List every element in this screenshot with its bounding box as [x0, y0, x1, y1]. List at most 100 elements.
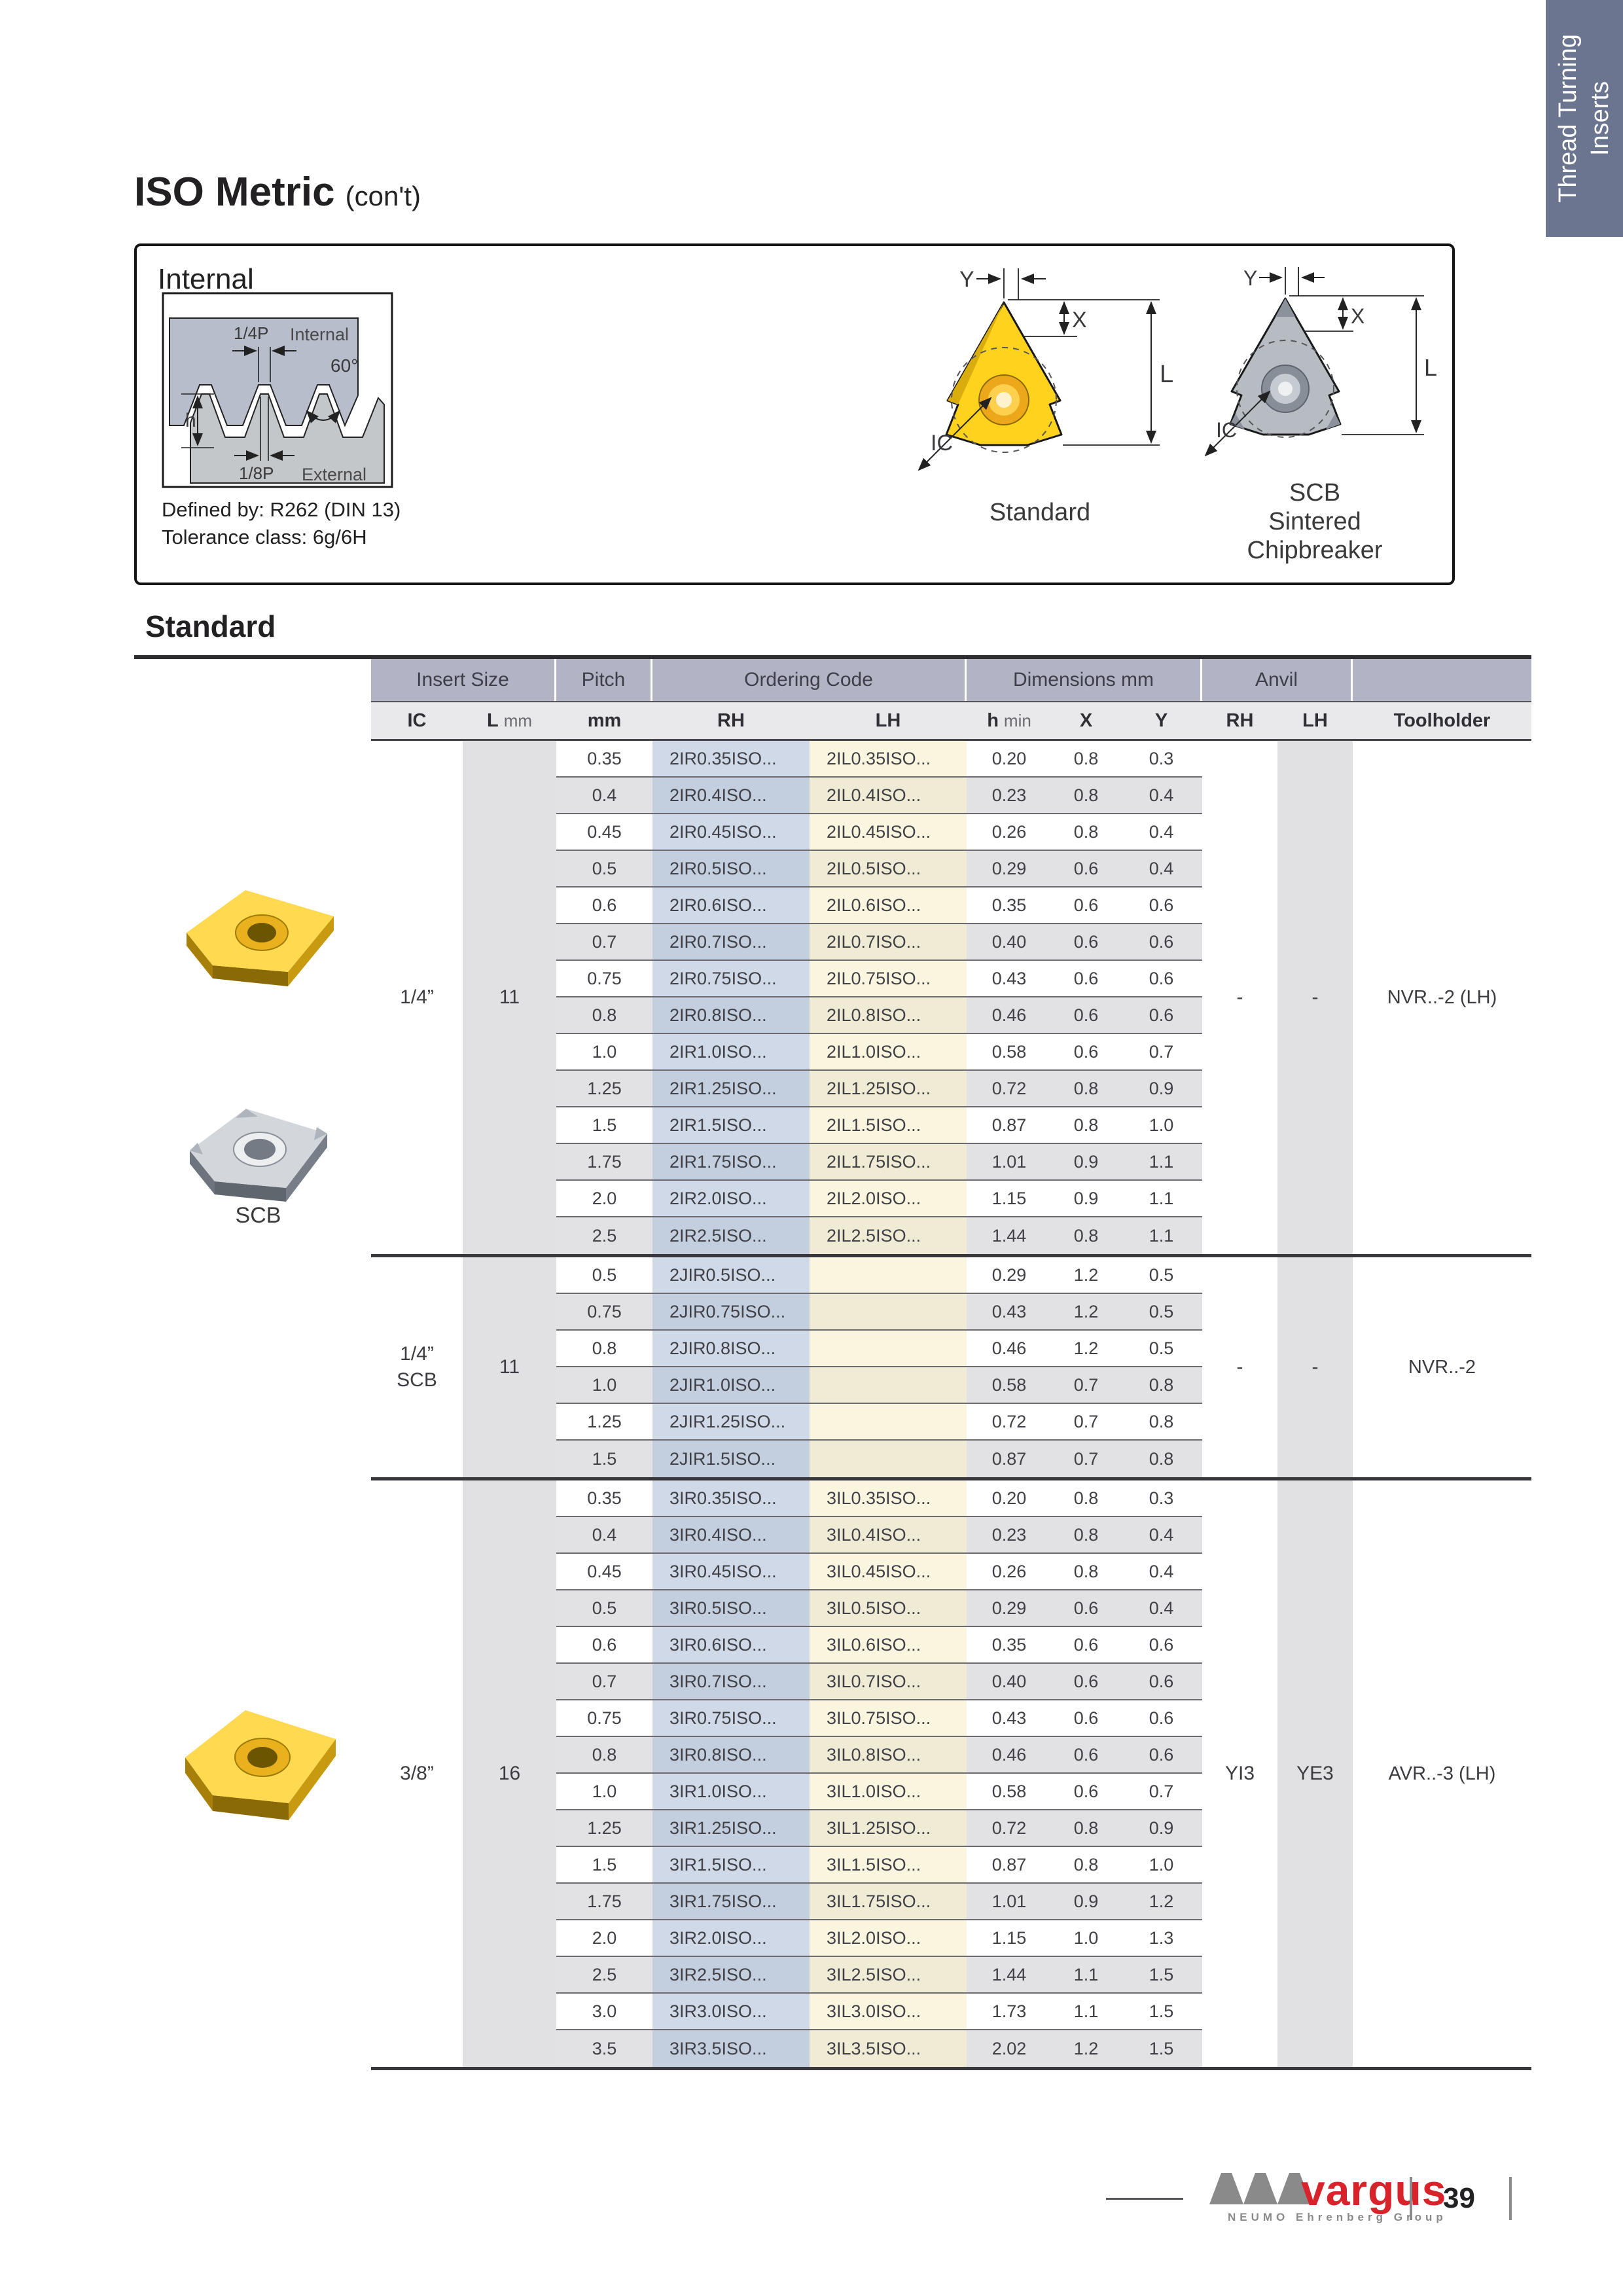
h-min-cell: 0.20	[991, 1488, 1027, 1508]
section-heading: Standard	[145, 609, 276, 643]
x-cell: 1.1	[1073, 2001, 1099, 2021]
subheader-l: L	[486, 709, 499, 731]
pitch-cell: 0.4	[556, 1517, 652, 1552]
h-min-cell: 0.23	[967, 1517, 1052, 1552]
insert-photo-standard-quarter-inch	[187, 890, 334, 986]
subheader-anvil-rh: RH	[1226, 709, 1254, 731]
anvil-lh-cell: -	[1277, 741, 1353, 1254]
h-min-cell: 0.29	[967, 1590, 1052, 1626]
ordering-code-lh-cell: 3IL3.5ISO...	[810, 2030, 967, 2067]
h-min-cell: 0.29	[967, 851, 1052, 886]
scb-drawing-caption-line3: Chipbreaker	[1247, 537, 1383, 564]
table-row: 0.5 2IR0.5ISO... 2IL0.5ISO... 0.29 0.6 0.4	[556, 851, 1202, 888]
x-cell: 1.2	[1073, 1338, 1099, 1358]
x-cell: 0.9	[1052, 1884, 1120, 1919]
scb-photo-caption: SCB	[235, 1203, 281, 1228]
ordering-code-lh-cell: 3IL1.5ISO...	[810, 1847, 967, 1882]
h-min-cell: 0.87	[991, 1854, 1027, 1874]
ordering-code-lh-cell: 3IL0.35ISO...	[810, 1480, 967, 1516]
insert-size-l-cell: 11	[463, 1257, 556, 1477]
pitch-cell: 0.5	[592, 1265, 617, 1285]
subheader-y: Y	[1154, 709, 1168, 731]
pitch-cell: 1.5	[556, 1441, 652, 1477]
subheader-pitch-mm: mm	[587, 709, 622, 731]
h-min-cell: 1.73	[991, 2001, 1027, 2021]
y-cell: 1.0	[1149, 1854, 1174, 1874]
x-cell: 0.6	[1073, 1634, 1099, 1655]
ordering-code-rh-cell: 2IR0.4ISO...	[652, 778, 810, 813]
ordering-code-lh-cell: 3IL0.4ISO...	[810, 1517, 967, 1552]
insert-size-ic-cell: 1/4”	[371, 741, 463, 1254]
x-cell: 0.8	[1052, 1217, 1120, 1254]
ordering-code-rh-cell: 3IR3.0ISO...	[652, 1994, 810, 2029]
thread-profile-diagram: 1/4P Internal 60° h 1/8P External	[162, 292, 393, 488]
h-min-cell: 0.46	[967, 997, 1052, 1033]
table-row: 0.35 3IR0.35ISO... 3IL0.35ISO... 0.20 0.8 0.3	[556, 1480, 1202, 1517]
ordering-code-rh-cell: 3IR1.25ISO...	[652, 1810, 810, 1846]
y-cell: 0.8	[1149, 1411, 1174, 1431]
h-min-cell: 0.72	[967, 1810, 1052, 1846]
h-min-cell: 0.87	[967, 1441, 1052, 1477]
x-dim-label: X	[1072, 308, 1087, 332]
table-row: 0.6 2IR0.6ISO... 2IL0.6ISO... 0.35 0.6 0.6	[556, 888, 1202, 924]
table-row: 0.8 2IR0.8ISO... 2IL0.8ISO... 0.46 0.6 0.6	[556, 997, 1202, 1034]
ordering-code-rh-cell: 3IR1.75ISO...	[652, 1884, 810, 1919]
h-min-cell: 0.72	[991, 1411, 1027, 1431]
table-row: 0.5 2JIR0.5ISO... 0.29 1.2 0.5	[556, 1257, 1202, 1294]
h-min-cell: 1.15	[991, 1928, 1027, 1948]
insert-size-ic-subvalue: SCB	[397, 1369, 437, 1391]
anvil-rh-cell: -	[1202, 1257, 1277, 1477]
pitch-cell: 1.25	[587, 1411, 622, 1431]
ordering-code-lh-cell	[810, 1404, 967, 1439]
pitch-cell: 1.75	[556, 1144, 652, 1179]
ordering-code-rh-cell: 2IR0.6ISO...	[652, 888, 810, 923]
y-cell: 0.6	[1120, 1737, 1202, 1772]
h-min-cell: 0.58	[967, 1367, 1052, 1403]
header-blank	[1353, 659, 1531, 701]
y-cell: 0.6	[1120, 1664, 1202, 1699]
y-cell: 1.1	[1120, 1144, 1202, 1179]
pitch-cell: 0.7	[556, 1664, 652, 1699]
table-row: 1.25 2JIR1.25ISO... 0.72 0.7 0.8	[556, 1404, 1202, 1441]
y-cell: 0.6	[1120, 997, 1202, 1033]
insert-photo-scb	[190, 1109, 327, 1202]
ordering-code-lh-cell: 2IL1.75ISO...	[810, 1144, 967, 1179]
x-cell: 0.6	[1052, 851, 1120, 886]
x-cell: 0.6	[1052, 1737, 1120, 1772]
y-cell: 0.3	[1149, 748, 1174, 768]
eighth-p-label: 1/8P	[239, 463, 274, 483]
anvil-lh-cell: -	[1277, 1257, 1353, 1477]
ordering-code-lh-cell: 2IL0.4ISO...	[810, 778, 967, 813]
ordering-code-rh-cell: 2IR2.5ISO...	[652, 1217, 810, 1254]
table-row: 1.25 2IR1.25ISO... 2IL1.25ISO... 0.72 0.8 0.9	[556, 1071, 1202, 1107]
x-cell: 0.6	[1073, 895, 1099, 915]
ordering-code-lh-cell: 3IL1.0ISO...	[810, 1774, 967, 1809]
ordering-code-rh-cell: 3IR2.5ISO...	[652, 1957, 810, 1992]
ordering-code-rh-cell: 2IR1.75ISO...	[652, 1144, 810, 1179]
group-rows: 0.35 2IR0.35ISO... 2IL0.35ISO... 0.20 0.8 0.3…	[556, 741, 1202, 1254]
ordering-code-rh-cell: 2JIR0.75ISO...	[652, 1294, 810, 1329]
table-row: 1.25 3IR1.25ISO... 3IL1.25ISO... 0.72 0.8 0.9	[556, 1810, 1202, 1847]
h-min-cell: 0.26	[991, 821, 1027, 842]
table-row: 0.35 2IR0.35ISO... 2IL0.35ISO... 0.20 0.8 0.3	[556, 741, 1202, 778]
x-cell: 0.7	[1052, 1367, 1120, 1403]
ordering-code-lh-cell	[810, 1441, 967, 1477]
pitch-cell: 3.0	[592, 2001, 617, 2021]
pitch-cell: 0.35	[587, 1488, 622, 1508]
table-row: 0.8 2JIR0.8ISO... 0.46 1.2 0.5	[556, 1331, 1202, 1367]
y-dim-label: Y	[959, 267, 974, 292]
subheader-h-unit: min	[1003, 710, 1031, 730]
table-row: 1.5 3IR1.5ISO... 3IL1.5ISO... 0.87 0.8 1.0	[556, 1847, 1202, 1884]
table-row: 0.4 2IR0.4ISO... 2IL0.4ISO... 0.23 0.8 0.4	[556, 778, 1202, 814]
h-min-cell: 0.26	[991, 1561, 1027, 1581]
y-cell: 0.6	[1149, 895, 1174, 915]
page-title-suffix: (con't)	[345, 181, 421, 211]
quarter-p-label: 1/4P	[234, 323, 269, 343]
h-min-cell: 1.01	[967, 1144, 1052, 1179]
pitch-cell: 0.75	[587, 968, 622, 988]
pitch-cell: 0.5	[556, 851, 652, 886]
subheader-l-mm: L mm	[463, 702, 556, 739]
header-insert-size: Insert Size	[371, 659, 556, 701]
x-cell: 0.6	[1073, 968, 1099, 988]
pitch-cell: 0.75	[587, 1708, 622, 1728]
